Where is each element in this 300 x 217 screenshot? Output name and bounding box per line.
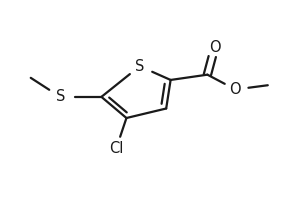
Text: S: S xyxy=(56,89,65,104)
Text: S: S xyxy=(135,59,144,74)
Text: O: O xyxy=(209,40,220,55)
Text: Cl: Cl xyxy=(109,141,123,156)
Text: O: O xyxy=(230,82,241,97)
